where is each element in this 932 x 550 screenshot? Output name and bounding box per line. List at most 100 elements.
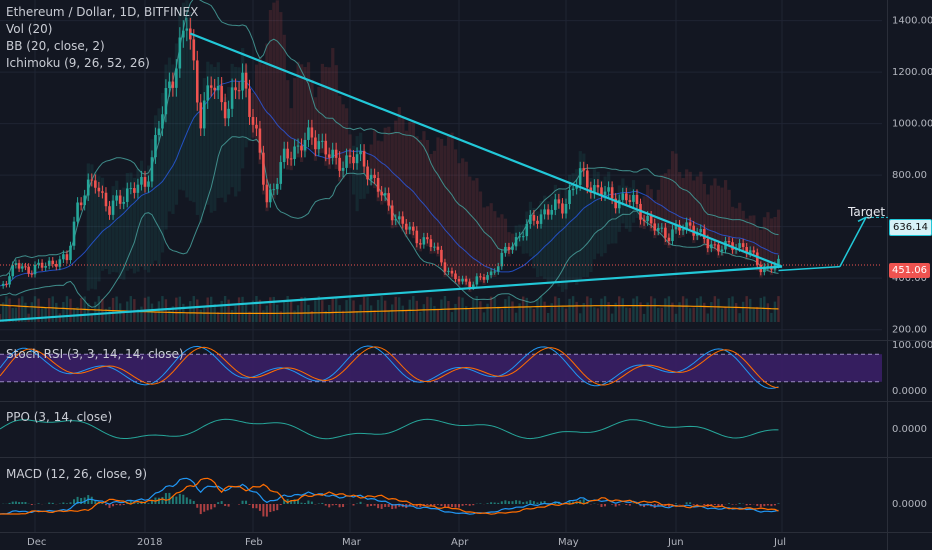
- volume-bar: [582, 302, 585, 322]
- macd-histogram-bar: [370, 504, 373, 506]
- volume-bar: [147, 296, 150, 322]
- volume-bar: [94, 301, 97, 322]
- macd-histogram-bar: [628, 504, 631, 506]
- macd-histogram-bar: [76, 496, 79, 504]
- cloud-segment: [317, 87, 321, 154]
- macd-histogram-bar: [436, 504, 439, 505]
- macd-histogram-bar: [717, 504, 720, 507]
- cloud-segment: [585, 171, 589, 277]
- candle-body: [600, 187, 603, 196]
- candle-body: [525, 224, 529, 237]
- cloud-segment: [160, 92, 165, 253]
- cloud-segment: [411, 121, 415, 239]
- cloud-segment: [762, 217, 767, 273]
- macd-histogram-bar: [185, 497, 188, 504]
- volume-bar: [390, 304, 394, 322]
- macd-histogram-bar: [458, 504, 460, 508]
- cloud-segment: [401, 118, 405, 232]
- macd-signal-line: [0, 477, 779, 515]
- macd-histogram-bar: [572, 501, 575, 504]
- candle-body: [355, 154, 359, 164]
- candle-body: [248, 88, 251, 117]
- cloud-segment: [550, 196, 554, 287]
- volume-bar: [203, 306, 206, 322]
- candle-body: [593, 185, 596, 194]
- macd-histogram-bar: [614, 504, 617, 507]
- main-legend: Ethereum / Dollar, 1D, BITFINEX Vol (20)…: [6, 4, 198, 72]
- macd-histogram-bar: [182, 494, 185, 504]
- candle-body: [397, 216, 401, 220]
- candle-body: [241, 72, 244, 91]
- macd-histogram-bar: [604, 504, 607, 507]
- cloud-segment: [129, 172, 133, 269]
- candle-body: [710, 244, 713, 249]
- candle-body: [521, 236, 525, 238]
- candle-body: [471, 284, 475, 288]
- volume-bar: [286, 296, 289, 322]
- volume-bar: [398, 297, 401, 322]
- volume-bar: [447, 301, 450, 322]
- candle-body: [504, 246, 507, 253]
- candle-body: [136, 184, 140, 193]
- volume-bar: [401, 305, 404, 322]
- candle-body: [310, 127, 314, 138]
- candle-body: [359, 151, 362, 155]
- volume-bar: [24, 302, 27, 322]
- candle-body: [262, 152, 265, 185]
- volume-bar: [282, 300, 286, 322]
- macd-histogram-bar: [321, 502, 324, 504]
- volume-bar: [493, 297, 496, 322]
- volume-bar: [731, 296, 734, 322]
- candle-body: [296, 145, 300, 147]
- cloud-segment: [282, 34, 286, 161]
- cloud-segment: [674, 153, 678, 233]
- candle-body: [272, 189, 276, 191]
- macd-histogram-bar: [490, 502, 493, 504]
- candle-body: [603, 191, 607, 196]
- macd-histogram-bar: [703, 504, 706, 506]
- candle-body: [24, 266, 27, 268]
- volume-bar: [168, 309, 171, 322]
- cloud-segment: [341, 104, 345, 179]
- candle-body: [237, 90, 241, 92]
- volume-bar: [227, 299, 230, 322]
- candle-body: [164, 88, 168, 115]
- macd-histogram-bar: [756, 504, 759, 506]
- candle-body: [568, 190, 571, 204]
- cloud-segment: [457, 163, 461, 287]
- candle-body: [419, 243, 422, 245]
- volume-bar: [692, 307, 695, 322]
- cloud-segment: [408, 121, 412, 235]
- cloud-segment: [289, 108, 293, 171]
- volume-bar: [248, 311, 251, 322]
- candle-body: [489, 271, 493, 276]
- macd-histogram-bar: [168, 492, 171, 504]
- macd-histogram-bar: [157, 497, 160, 504]
- candle-body: [111, 200, 115, 215]
- candle-body: [738, 243, 741, 248]
- candle-body: [44, 265, 47, 268]
- candle-body: [433, 246, 436, 248]
- cloud-segment: [125, 173, 129, 271]
- macd-histogram-bar: [224, 504, 227, 506]
- volume-bar: [657, 307, 660, 322]
- candle-body: [345, 155, 348, 168]
- candle-body: [635, 194, 639, 204]
- candle-body: [380, 191, 383, 196]
- volume-bar: [111, 297, 115, 322]
- candle-body: [317, 141, 321, 150]
- volume-bar: [461, 297, 464, 322]
- candle-body: [585, 170, 589, 188]
- macd-tick-label-0: 0.0000: [892, 499, 927, 510]
- macd-histogram-bar: [763, 504, 766, 507]
- volume-bar: [185, 312, 189, 322]
- cloud-segment: [220, 79, 224, 198]
- volume-bar: [0, 314, 2, 322]
- target-annotation: Target: [848, 205, 886, 219]
- cloud-segment: [571, 173, 575, 283]
- macd-histogram-bar: [433, 504, 436, 506]
- projection-arrowhead: [857, 216, 867, 223]
- candle-body: [610, 187, 614, 199]
- cloud-segment: [320, 63, 324, 153]
